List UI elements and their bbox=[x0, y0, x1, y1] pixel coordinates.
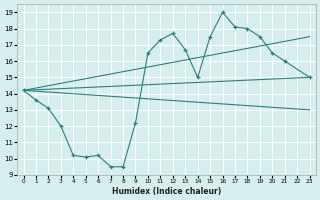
X-axis label: Humidex (Indice chaleur): Humidex (Indice chaleur) bbox=[112, 187, 221, 196]
